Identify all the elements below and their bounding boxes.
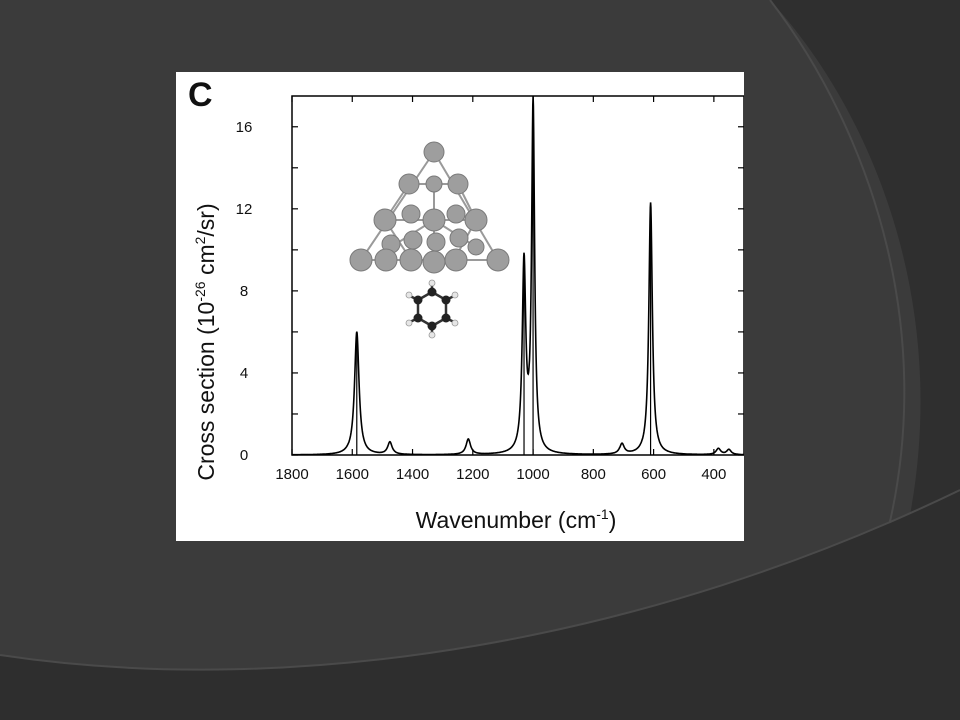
x-tick-label: 600 [641, 466, 666, 483]
y-axis-title: Cross section (10-26 cm2/sr) [192, 203, 219, 480]
y-tick-label: 16 [236, 119, 253, 136]
metal-cluster-with-benzene-molecule-icon [349, 141, 510, 339]
x-tick-label: 1600 [336, 466, 369, 483]
x-tick-label: 1400 [396, 466, 429, 483]
spectrum-chart: C Cross section (10-26 cm2/sr) Wavenumbe… [188, 76, 744, 533]
y-tick-label: 4 [240, 365, 248, 382]
x-tick-label: 1000 [516, 466, 549, 483]
background-bottom-band [0, 490, 960, 720]
y-tick-label: 8 [240, 283, 248, 300]
x-tick-label: 800 [581, 466, 606, 483]
background-curve-line [769, 0, 906, 561]
x-axis-title: Wavenumber (cm-1) [416, 506, 617, 533]
x-tick-label: 1800 [275, 466, 308, 483]
y-tick-label: 0 [240, 447, 248, 464]
spectrum-figure: C Cross section (10-26 cm2/sr) Wavenumbe… [176, 72, 744, 541]
y-tick-label: 12 [236, 201, 253, 218]
plot-area: 1800 1600 1400 1200 1000 800 600 400 0 4 8 12 16 [236, 95, 744, 483]
plot-frame [291, 95, 744, 456]
spectrum-line [292, 96, 744, 456]
panel-letter: C [188, 76, 213, 114]
x-tick-label: 1200 [456, 466, 489, 483]
background-bottom-curve-line [0, 489, 960, 671]
background-swoosh-shape [770, 0, 960, 560]
x-tick-label: 400 [701, 466, 726, 483]
